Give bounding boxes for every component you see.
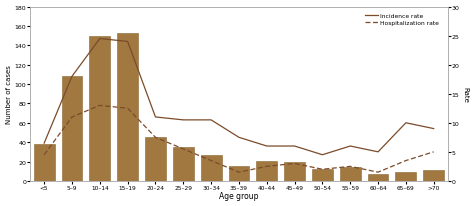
Bar	[228, 167, 249, 181]
Incidence rate	[181, 119, 186, 122]
Incidence rate	[264, 145, 270, 147]
Incidence rate	[97, 38, 103, 41]
Hospitalization rate	[292, 162, 297, 165]
Incidence rate	[69, 76, 75, 78]
Bar	[368, 174, 389, 181]
X-axis label: Age group: Age group	[219, 192, 259, 200]
Incidence rate	[125, 41, 130, 43]
Hospitalization rate	[347, 165, 353, 168]
Hospitalization rate	[264, 165, 270, 168]
Incidence rate	[41, 142, 47, 145]
Y-axis label: Number of cases: Number of cases	[6, 65, 11, 124]
Hospitalization rate	[431, 151, 437, 153]
Hospitalization rate	[319, 168, 325, 171]
Y-axis label: Rate: Rate	[463, 86, 468, 102]
Hospitalization rate	[181, 148, 186, 150]
Hospitalization rate	[69, 116, 75, 119]
Hospitalization rate	[41, 154, 47, 156]
Line: Hospitalization rate: Hospitalization rate	[44, 106, 434, 172]
Bar	[145, 138, 166, 181]
Hospitalization rate	[375, 171, 381, 174]
Legend: Incidence rate, Hospitalization rate: Incidence rate, Hospitalization rate	[364, 12, 440, 27]
Hospitalization rate	[153, 136, 158, 139]
Hospitalization rate	[125, 108, 130, 110]
Hospitalization rate	[403, 159, 409, 162]
Bar	[423, 170, 444, 181]
Incidence rate	[236, 136, 242, 139]
Incidence rate	[319, 154, 325, 156]
Bar	[201, 155, 221, 181]
Incidence rate	[292, 145, 297, 147]
Hospitalization rate	[97, 105, 103, 107]
Line: Incidence rate: Incidence rate	[44, 39, 434, 155]
Bar	[90, 36, 110, 181]
Bar	[34, 144, 55, 181]
Incidence rate	[347, 145, 353, 147]
Bar	[173, 147, 194, 181]
Bar	[312, 170, 333, 181]
Bar	[256, 161, 277, 181]
Bar	[284, 163, 305, 181]
Hospitalization rate	[208, 159, 214, 162]
Bar	[395, 172, 416, 181]
Hospitalization rate	[236, 171, 242, 174]
Incidence rate	[208, 119, 214, 122]
Incidence rate	[431, 128, 437, 130]
Incidence rate	[403, 122, 409, 124]
Bar	[117, 34, 138, 181]
Incidence rate	[375, 151, 381, 153]
Incidence rate	[153, 116, 158, 119]
Bar	[62, 77, 82, 181]
Bar	[340, 167, 361, 181]
